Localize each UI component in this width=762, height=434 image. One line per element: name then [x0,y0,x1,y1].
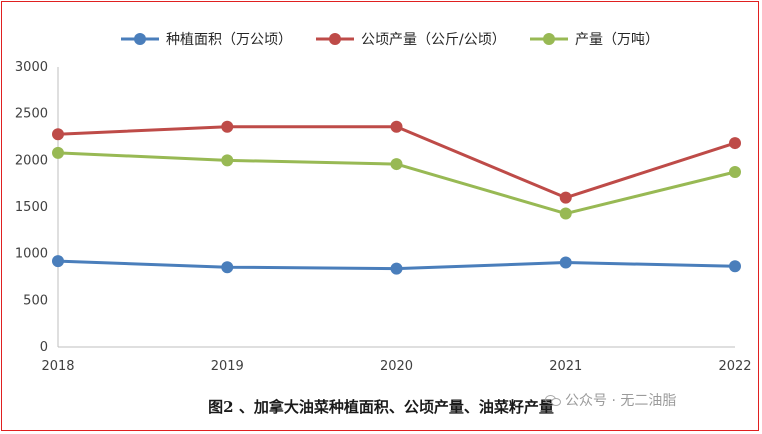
legend-marker-2 [329,33,341,45]
y-tick-label: 0 [40,340,48,355]
y-tick-label: 1500 [15,200,48,215]
data-point-series-3 [729,166,741,178]
data-point-series-2 [221,120,234,133]
wechat-icon [545,393,561,407]
y-tick-label: 500 [23,293,48,308]
legend-label-3: 产量（万吨） [575,32,659,48]
y-tick-label: 2000 [15,153,48,168]
data-point-series-1 [52,255,64,268]
data-point-series-2 [559,191,572,204]
data-point-series-2 [729,137,741,150]
watermark: 公众号 · 无二油脂 [545,390,676,410]
legend-marker-1 [134,33,146,45]
data-point-series-3 [390,158,403,171]
data-point-series-3 [52,146,64,159]
data-point-series-1 [729,260,741,273]
data-point-series-3 [559,207,572,220]
data-point-series-1 [559,256,572,269]
x-tick-label: 2019 [211,359,244,374]
y-tick-label: 1000 [15,247,48,262]
x-tick-label: 2018 [41,359,74,374]
x-tick-label: 2021 [549,359,582,374]
legend-label-2: 公顷产量（公斤/公顷） [361,32,506,48]
x-tick-label: 2022 [718,359,751,374]
watermark-text: 公众号 · 无二油脂 [565,393,677,409]
data-point-series-1 [221,261,234,274]
y-tick-label: 3000 [15,60,48,75]
data-point-series-2 [390,120,403,133]
y-tick-label: 2500 [15,107,48,122]
legend-marker-3 [543,33,555,45]
data-point-series-1 [390,262,403,275]
data-point-series-3 [221,154,234,167]
data-point-series-2 [52,128,64,141]
x-tick-label: 2020 [380,359,413,374]
legend-label-1: 种植面积（万公顷） [166,32,292,48]
chart-caption: 图2 、加拿大油菜种植面积、公顷产量、油菜籽产量 [208,398,554,416]
